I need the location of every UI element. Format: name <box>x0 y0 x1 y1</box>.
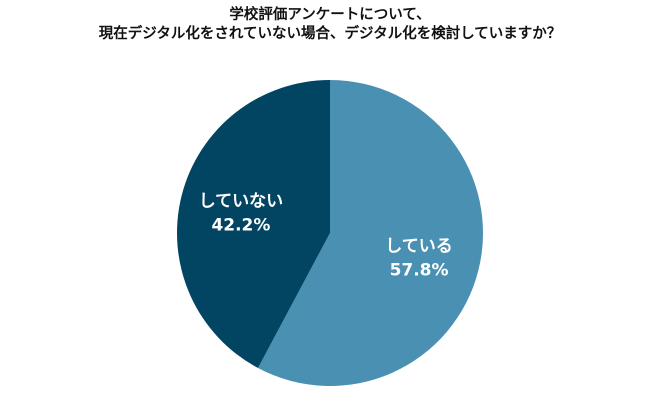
slice-value-1: 57.8% <box>390 260 449 280</box>
chart-title-line-2: 現在デジタル化をされていない場合、デジタル化を検討していますか？ <box>98 26 562 42</box>
slice-value-2: 42.2% <box>211 216 270 236</box>
slice-label-1: している <box>385 236 453 256</box>
pie-slice-2 <box>177 79 330 368</box>
chart-title-line-1: 学校評価アンケートについて、 <box>229 7 431 23</box>
slice-label-2: していない <box>199 192 284 212</box>
chart-title: 学校評価アンケートについて、 現在デジタル化をされていない場合、デジタル化を検討… <box>0 6 660 44</box>
pie-slice-1 <box>257 80 484 386</box>
